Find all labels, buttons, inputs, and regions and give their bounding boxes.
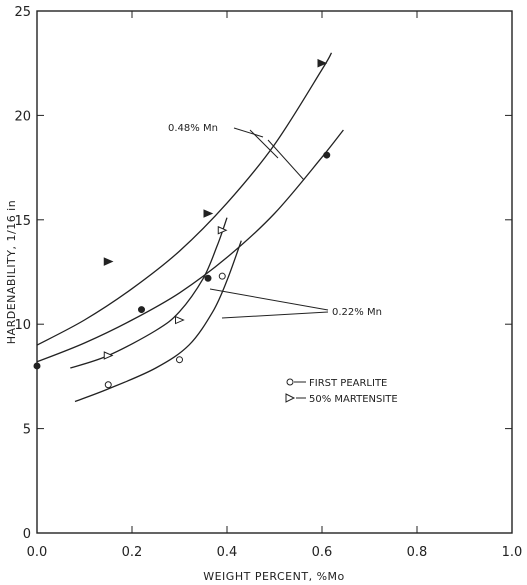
data-point <box>176 356 183 364</box>
data-point <box>323 151 331 159</box>
series-line <box>36 129 344 363</box>
annotation-048-pointer-c <box>267 139 305 181</box>
x-tick-label: 0.4 <box>217 545 238 560</box>
y-axis-label: HARDENABILITY, 1/16 in <box>5 200 18 344</box>
annotation-048-pointer-b <box>249 129 279 159</box>
series-line <box>36 52 333 346</box>
series-curves <box>36 52 344 403</box>
data-point <box>175 315 185 325</box>
series-line <box>70 217 228 369</box>
x-axis-label: WEIGHT PERCENT, %Mo <box>203 570 345 583</box>
data-point <box>33 362 41 370</box>
annotation-048-pointer-a <box>233 127 264 138</box>
y-tick-label: 25 <box>14 5 31 20</box>
data-point <box>217 225 228 235</box>
x-tick-label: 0.2 <box>122 545 143 560</box>
legend-first-pearlite-label: FIRST PEARLITE <box>309 378 387 389</box>
series-markers <box>33 58 331 389</box>
x-tick-label: 1.0 <box>502 545 523 560</box>
x-tick-label: 0.8 <box>407 545 428 560</box>
data-point <box>138 306 145 314</box>
legend-first-pearlite-marker <box>286 378 294 386</box>
data-point <box>204 274 212 282</box>
y-tick-label: 15 <box>14 214 31 229</box>
data-point <box>317 58 328 68</box>
y-tick-label: 20 <box>14 109 31 124</box>
x-tick-label: 0.6 <box>312 545 333 560</box>
plot-frame <box>36 10 513 534</box>
legend: FIRST PEARLITE 50% MARTENSITE <box>285 378 398 405</box>
annotation-048-mn: 0.48% Mn <box>168 123 218 134</box>
annotation-022-mn: 0.22% Mn <box>332 307 382 318</box>
data-point <box>103 257 114 266</box>
series-line <box>74 240 242 403</box>
annotation-022-pointer-a <box>209 288 329 311</box>
data-point <box>103 351 114 360</box>
data-point <box>104 381 112 389</box>
data-point <box>218 272 226 280</box>
axis-ticks: 0.0 0.2 0.4 0.6 0.8 1.0 0 5 10 15 20 25 <box>14 5 522 560</box>
annotation-022-pointer-b <box>221 311 329 319</box>
y-tick-label: 5 <box>23 423 31 438</box>
data-point <box>203 209 214 218</box>
y-tick-label: 0 <box>23 527 31 542</box>
legend-martensite-label: 50% MARTENSITE <box>309 394 398 405</box>
x-tick-label: 0.0 <box>27 545 48 560</box>
y-tick-label: 10 <box>14 318 31 333</box>
legend-martensite-marker <box>285 393 296 403</box>
